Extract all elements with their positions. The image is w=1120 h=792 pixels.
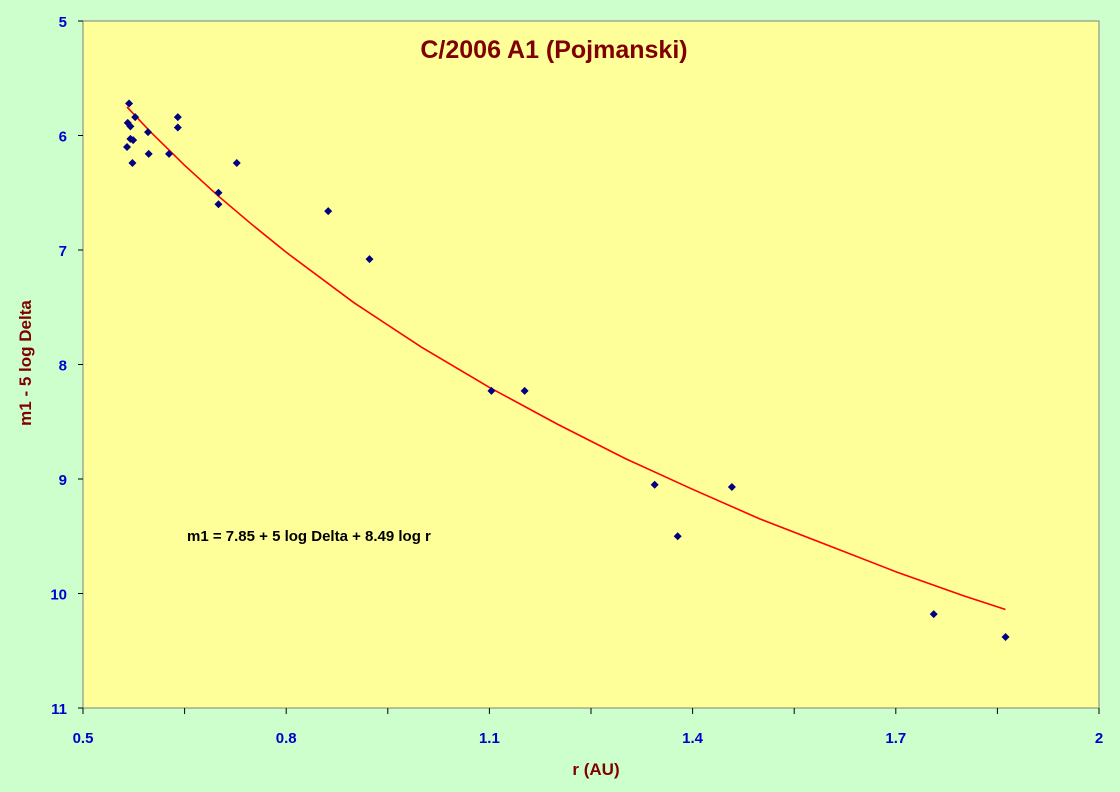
data-point: [131, 113, 140, 122]
y-tick-label: 7: [59, 243, 67, 260]
y-axis-label: m1 - 5 log Delta: [16, 300, 35, 426]
y-tick-label: 5: [59, 14, 67, 31]
x-tick-label: 1.4: [682, 730, 704, 747]
data-point: [123, 142, 132, 151]
plot-area: [82, 20, 1100, 709]
data-point: [929, 610, 938, 619]
data-point: [173, 123, 182, 132]
x-axis-label: r (AU): [572, 760, 619, 779]
data-point: [128, 158, 137, 167]
data-point: [365, 255, 374, 264]
data-point: [520, 386, 529, 395]
x-tick-label: 2: [1095, 730, 1103, 747]
x-tick-label: 0.5: [73, 730, 94, 747]
data-point: [673, 532, 682, 541]
y-tick-label: 9: [59, 472, 67, 489]
data-point: [144, 128, 153, 137]
data-point: [173, 113, 182, 122]
data-point: [125, 99, 134, 108]
data-point: [144, 149, 153, 158]
data-point: [129, 136, 138, 145]
data-point: [727, 483, 736, 492]
y-tick-label: 10: [50, 587, 67, 604]
data-point: [126, 122, 135, 131]
data-point: [214, 200, 223, 209]
y-tick-label: 8: [59, 358, 67, 375]
y-tick-label: 6: [59, 129, 67, 146]
x-tick-label: 1.7: [885, 730, 906, 747]
x-tick-label: 1.1: [479, 730, 500, 747]
series-layer: [123, 99, 1010, 642]
data-point: [487, 386, 496, 395]
fit-curve: [126, 106, 1006, 611]
data-point: [232, 158, 241, 167]
data-point: [1001, 633, 1010, 642]
chart-title: C/2006 A1 (Pojmanski): [420, 36, 687, 64]
x-axis: 0.5 0.8 1.1 1.4 1.7 2: [73, 708, 1103, 747]
fit-equation: m1 = 7.85 + 5 log Delta + 8.49 log r: [187, 528, 431, 545]
y-tick-label: 11: [51, 701, 67, 718]
x-tick-label: 0.8: [276, 730, 297, 747]
data-point: [214, 188, 223, 197]
data-point: [324, 207, 333, 216]
data-point: [165, 149, 174, 158]
data-point: [650, 480, 659, 489]
y-axis: 5 6 7 8 9 10 11: [50, 14, 83, 718]
